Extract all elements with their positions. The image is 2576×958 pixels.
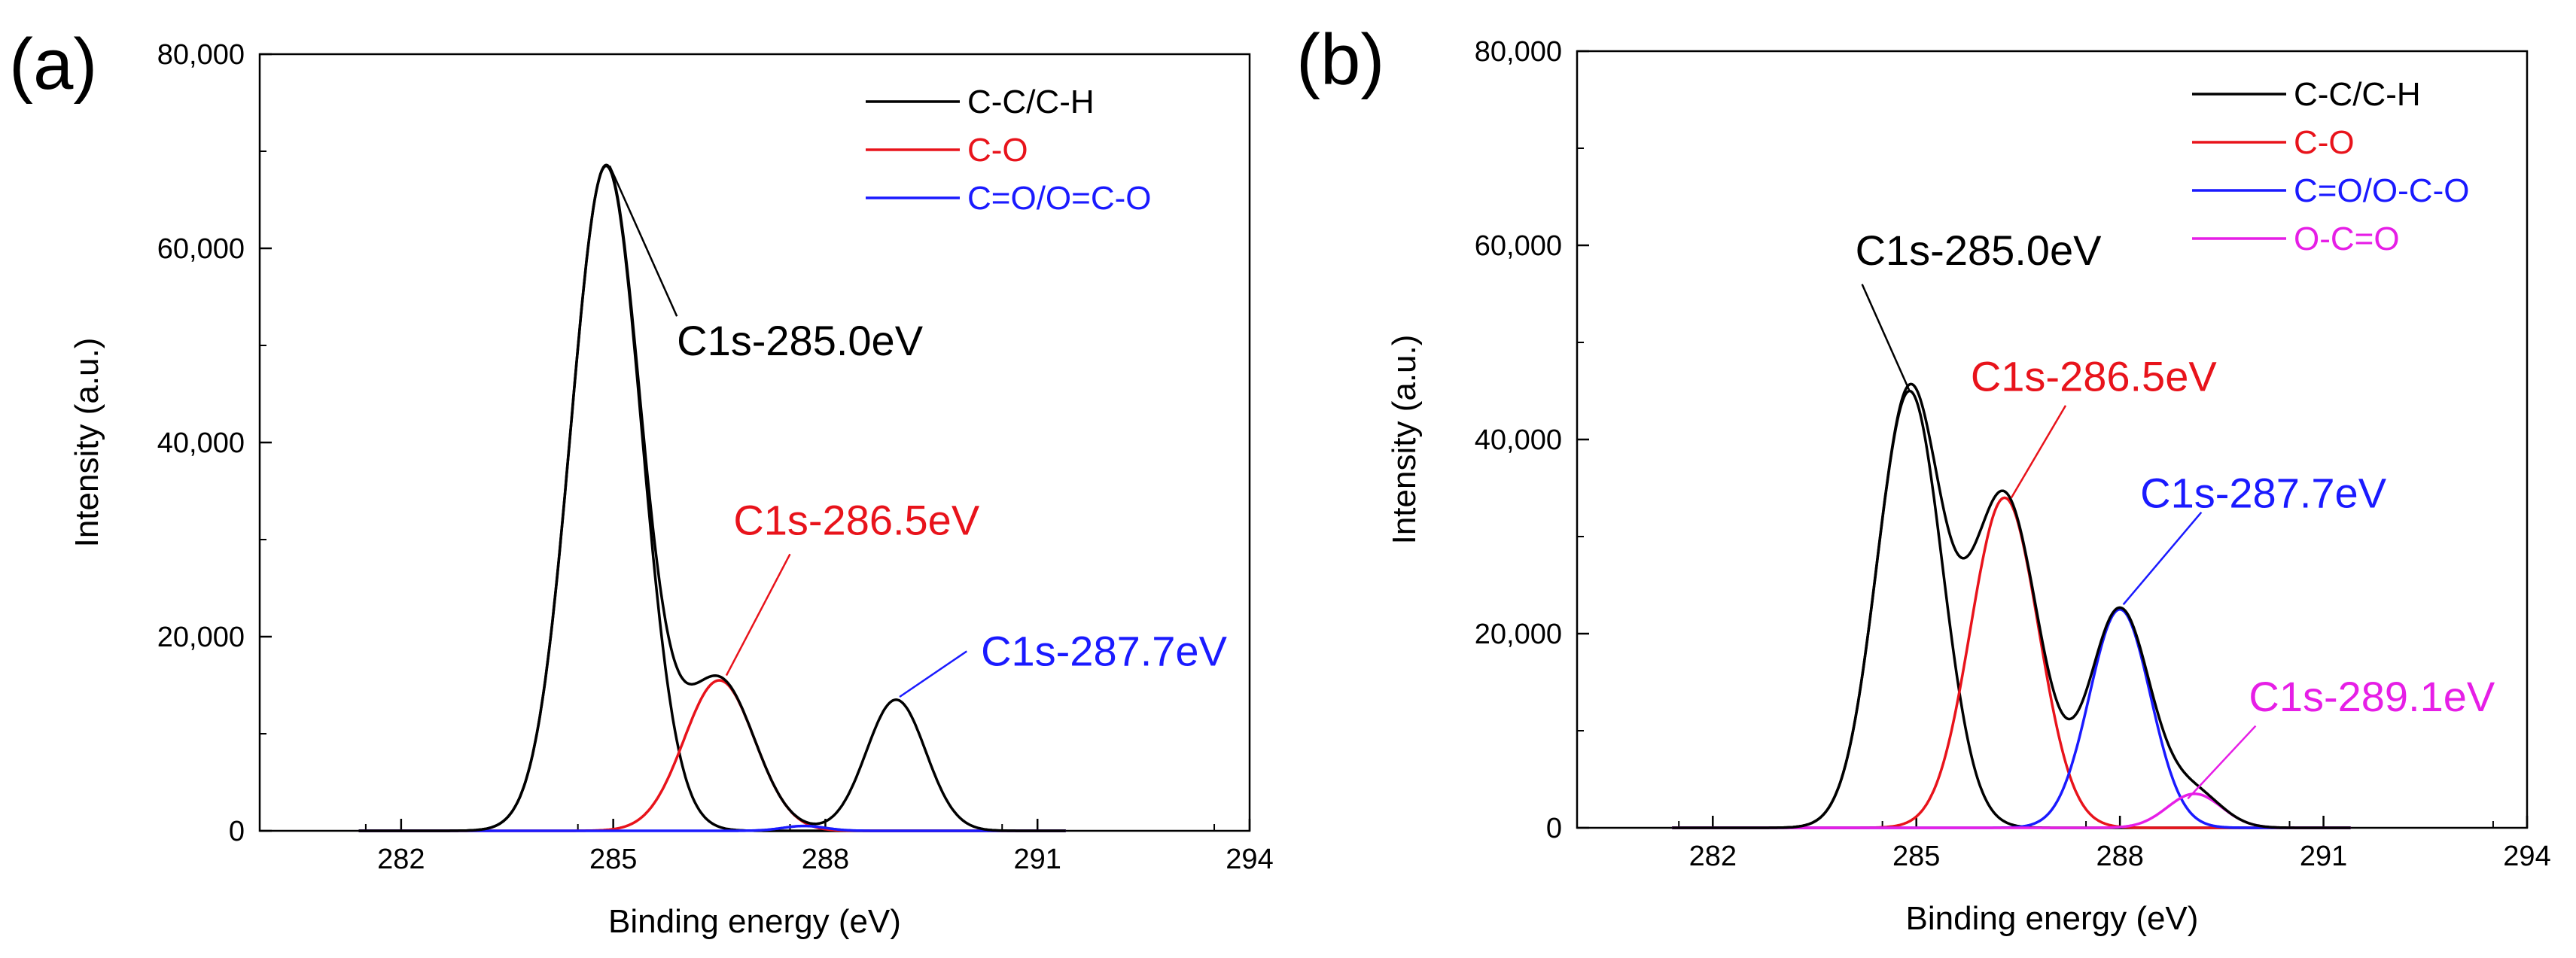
panel-a: (a) 282 285 288 291 294 0 20,000 40,000 60,000 80,… [9, 24, 1274, 940]
x-tick-label: 282 [377, 844, 425, 875]
panel-b-label: (b) [1296, 20, 1384, 100]
x-tick-label: 294 [1226, 844, 1273, 875]
series-line-c-o [358, 679, 1066, 832]
legend-label: C-C/C-H [2294, 76, 2421, 113]
peak-annotation: C1s-285.0eV [1856, 227, 2103, 274]
peak-annotation: C1s-285.0eV [677, 317, 924, 364]
peak-annotation: C1s-286.5eV [733, 497, 980, 544]
peak-annotation: C1s-287.7eV [981, 628, 1228, 675]
y-tick-label: 0 [1546, 813, 1562, 844]
legend-label: C=O/O=C-O [967, 180, 1152, 217]
legend-label: C=O/O-C-O [2294, 172, 2469, 209]
peak-annotation: C1s-286.5eV [1971, 353, 2218, 400]
peak-annotation: C1s-287.7eV [2140, 469, 2387, 516]
x-tick-label: 285 [1892, 841, 1940, 872]
panel-b: (b) 282 285 288 291 294 0 20,000 40,000 60,000 80,… [1296, 20, 2551, 937]
annotation-leader [608, 165, 678, 317]
envelope-line [358, 163, 1066, 832]
annotation-leader [725, 553, 791, 677]
x-tick-label: 291 [1014, 844, 1061, 875]
x-tick-label: 288 [802, 844, 849, 875]
x-tick-label: 288 [2096, 841, 2143, 872]
series-line-c-c-c-h [1672, 389, 2351, 829]
y-tick-label: 40,000 [157, 427, 245, 459]
y-tick-label: 40,000 [1475, 424, 1562, 456]
legend-label: O-C=O [2294, 220, 2400, 257]
annotation-leader [2122, 511, 2203, 606]
series-line-c-o [1672, 496, 2351, 829]
annotation-leader [2010, 405, 2067, 499]
envelope-line [1672, 382, 2351, 829]
y-tick-label: 80,000 [157, 39, 245, 71]
y-tick-label: 60,000 [1475, 230, 1562, 262]
y-tick-label: 80,000 [1475, 36, 1562, 68]
panel-a-plot-frame [258, 53, 1251, 832]
panel-b-y-axis-title: Intensity (a.u.) [1386, 335, 1423, 545]
x-tick-label: 285 [589, 844, 637, 875]
annotation-leader [2187, 725, 2257, 800]
y-tick-label: 20,000 [157, 622, 245, 653]
y-tick-label: 60,000 [157, 233, 245, 265]
y-tick-label: 0 [229, 816, 245, 847]
legend-label: C-O [967, 132, 1028, 169]
annotation-leader [1861, 284, 1911, 392]
legend-label: C-C/C-H [967, 84, 1095, 120]
panel-a-x-axis-title: Binding energy (eV) [608, 903, 901, 940]
peak-annotation: C1s-289.1eV [2249, 673, 2495, 720]
legend-label: C-O [2294, 124, 2355, 161]
y-tick-label: 20,000 [1475, 619, 1562, 650]
x-tick-label: 282 [1689, 841, 1737, 872]
x-tick-label: 291 [2300, 841, 2347, 872]
x-tick-label: 294 [2503, 841, 2550, 872]
panel-a-y-axis-title: Intensity (a.u.) [69, 338, 105, 548]
panel-b-x-axis-title: Binding energy (eV) [1906, 900, 2199, 937]
panel-a-label: (a) [9, 24, 97, 105]
annotation-leader [899, 650, 967, 698]
